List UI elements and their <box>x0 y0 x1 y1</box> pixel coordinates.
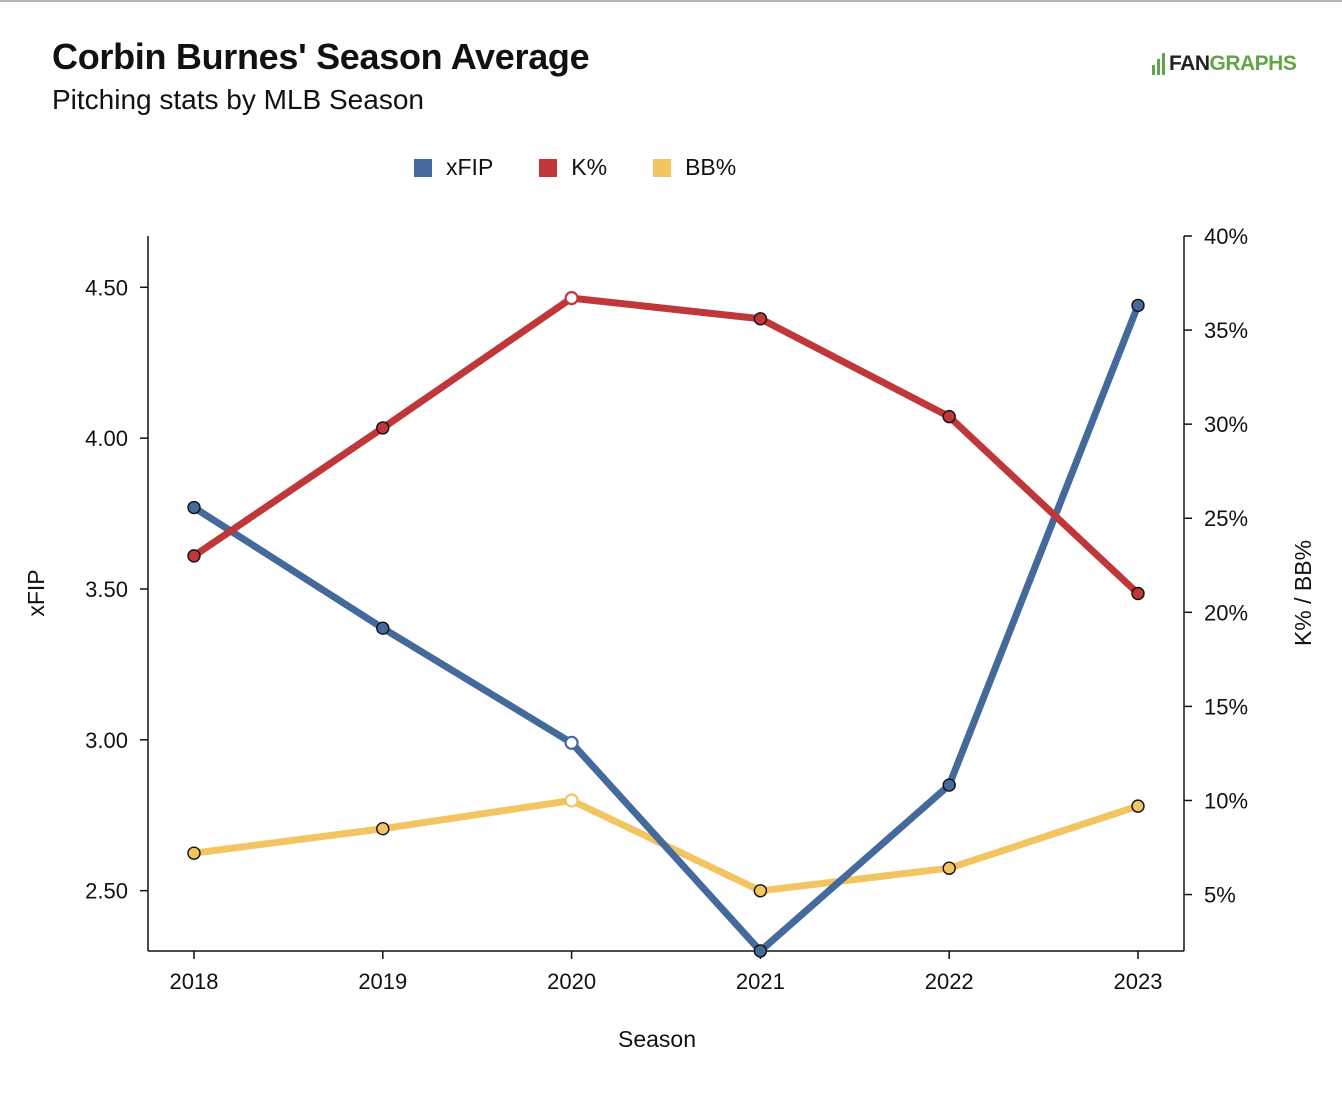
x-axis-title: Season <box>618 1026 696 1052</box>
x-tick-label: 2020 <box>547 969 596 994</box>
left-tick-label: 4.00 <box>85 426 128 451</box>
data-point-k-pct[interactable] <box>376 421 390 435</box>
chart-legend: xFIP K% BB% <box>414 154 736 181</box>
x-tick-label: 2021 <box>736 969 785 994</box>
fangraphs-logo[interactable]: FAN GRAPHS <box>1152 52 1297 76</box>
data-point-xfip[interactable] <box>564 735 579 750</box>
x-tick-label: 2019 <box>358 969 407 994</box>
right-tick-label: 5% <box>1204 883 1236 908</box>
left-tick-label: 3.50 <box>85 577 128 602</box>
right-tick-label: 30% <box>1204 412 1248 437</box>
x-tick-label: 2023 <box>1114 969 1163 994</box>
data-point-xfip[interactable] <box>376 621 390 635</box>
legend-item-xfip[interactable]: xFIP <box>414 154 493 181</box>
right-tick-label: 40% <box>1204 224 1248 249</box>
right-tick-label: 25% <box>1204 506 1248 531</box>
left-axis-ticks: 2.50 3.00 3.50 4.00 4.50 <box>85 275 148 904</box>
data-point-k-pct[interactable] <box>564 290 579 306</box>
x-tick-label: 2022 <box>925 969 974 994</box>
data-point-bb-pct[interactable] <box>564 793 579 808</box>
data-point-xfip[interactable] <box>187 500 201 515</box>
data-point-k-pct[interactable] <box>1131 586 1145 601</box>
left-axis-title: xFIP <box>23 569 49 616</box>
logo-text-fan: FAN <box>1169 52 1210 75</box>
data-point-bb-pct[interactable] <box>187 846 201 860</box>
data-point-bb-pct[interactable] <box>753 884 768 898</box>
x-tick-label: 2018 <box>170 969 219 994</box>
right-tick-label: 10% <box>1204 788 1248 813</box>
series-line-xfip <box>190 301 1142 955</box>
chart-subtitle: Pitching stats by MLB Season <box>52 84 424 115</box>
logo-bars-icon <box>1152 53 1166 75</box>
legend-item-bb-pct[interactable]: BB% <box>653 154 736 181</box>
legend-swatch-k-pct <box>539 158 558 177</box>
series-line-k-pct <box>190 294 1142 597</box>
legend-label-k-pct: K% <box>571 154 608 180</box>
left-tick-label: 3.00 <box>85 728 128 753</box>
right-axis-ticks: 5% 10% 15% 20% 25% 30% 35% 40% <box>1184 224 1248 908</box>
data-point-xfip[interactable] <box>1131 298 1145 313</box>
right-axis-title: K% / BB% <box>1290 540 1316 646</box>
right-tick-label: 20% <box>1204 600 1248 625</box>
chart-title: Corbin Burnes' Season Average <box>52 36 590 77</box>
legend-swatch-xfip <box>414 158 432 177</box>
data-point-k-pct[interactable] <box>942 409 956 424</box>
legend-item-k-pct[interactable]: K% <box>539 154 607 181</box>
data-point-xfip[interactable] <box>942 778 956 792</box>
data-point-k-pct[interactable] <box>753 312 768 326</box>
data-point-k-pct[interactable] <box>187 549 201 563</box>
right-tick-label: 15% <box>1204 694 1248 719</box>
data-point-bb-pct[interactable] <box>942 861 956 875</box>
left-tick-label: 2.50 <box>85 879 128 904</box>
legend-label-bb-pct: BB% <box>685 154 737 180</box>
logo-text-graphs: GRAPHS <box>1209 52 1297 75</box>
top-border <box>0 0 1342 2</box>
left-tick-label: 4.50 <box>85 275 128 300</box>
right-tick-label: 35% <box>1204 318 1248 343</box>
legend-swatch-bb-pct <box>653 158 672 177</box>
data-point-xfip[interactable] <box>753 944 768 958</box>
data-point-bb-pct[interactable] <box>376 821 390 836</box>
x-axis-ticks: 2018 2019 2020 2021 2022 2023 <box>170 951 1163 994</box>
data-point-bb-pct[interactable] <box>1131 799 1145 813</box>
legend-label-xfip: xFIP <box>446 154 494 180</box>
series-layer <box>187 290 1145 958</box>
